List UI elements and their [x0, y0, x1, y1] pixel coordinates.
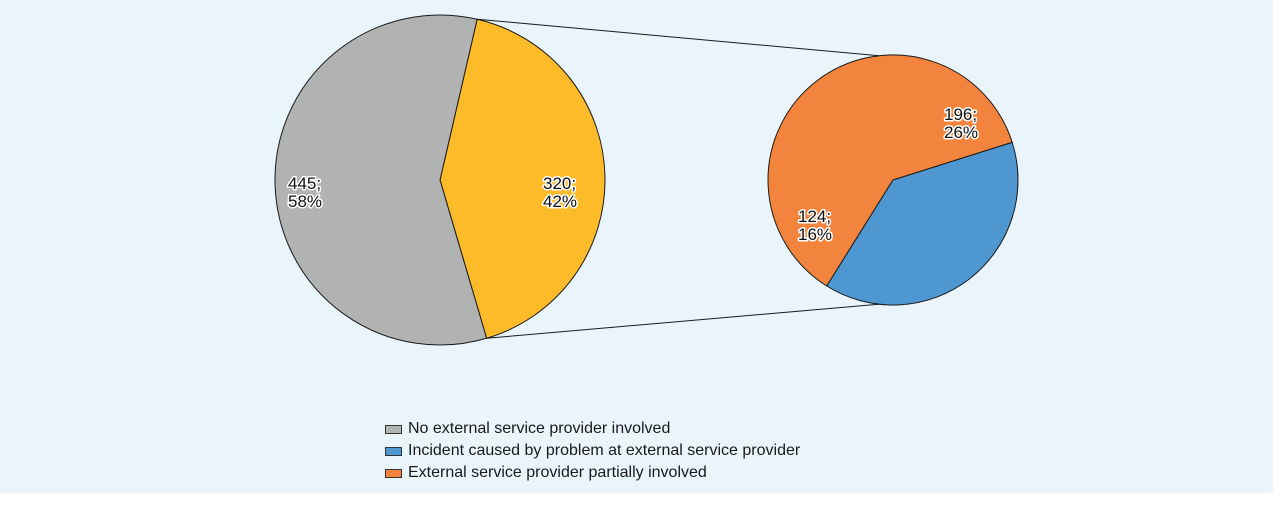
data-label-external: 320; 42%: [543, 174, 577, 211]
legend-label: External service provider partially invo…: [408, 464, 707, 481]
pie-slice-caused: [826, 141, 1019, 306]
pie-slice-partially: [767, 54, 1013, 287]
legend-label: No external service provider involved: [408, 420, 671, 437]
pie-slice-external: [439, 18, 606, 339]
main-pie: [274, 14, 606, 346]
legend-label: Incident caused by problem at external s…: [408, 442, 801, 459]
data-labels: 320; 42% 445; 58% 196; 26% 124; 16%: [287, 104, 980, 246]
chart-panel: [0, 0, 1273, 493]
data-label-caused: 124; 16%: [798, 207, 832, 244]
legend-item-caused-by-provider: Incident caused by problem at external s…: [385, 440, 800, 462]
data-label-none: 445; 58%: [288, 174, 322, 211]
connector-lines: [477, 18, 894, 339]
data-label-partially: 196; 26%: [944, 105, 978, 142]
legend: No external service provider involved In…: [385, 418, 800, 484]
connector-line-bottom: [486, 302, 894, 339]
legend-swatch-grey: [385, 424, 402, 434]
secondary-pie: [767, 54, 1019, 306]
legend-swatch-orange: [385, 468, 402, 478]
pie-slice-none: [274, 14, 488, 346]
connector-line-top: [477, 18, 894, 58]
legend-swatch-blue: [385, 446, 402, 456]
legend-item-no-external: No external service provider involved: [385, 418, 800, 440]
legend-item-partially-involved: External service provider partially invo…: [385, 462, 800, 484]
